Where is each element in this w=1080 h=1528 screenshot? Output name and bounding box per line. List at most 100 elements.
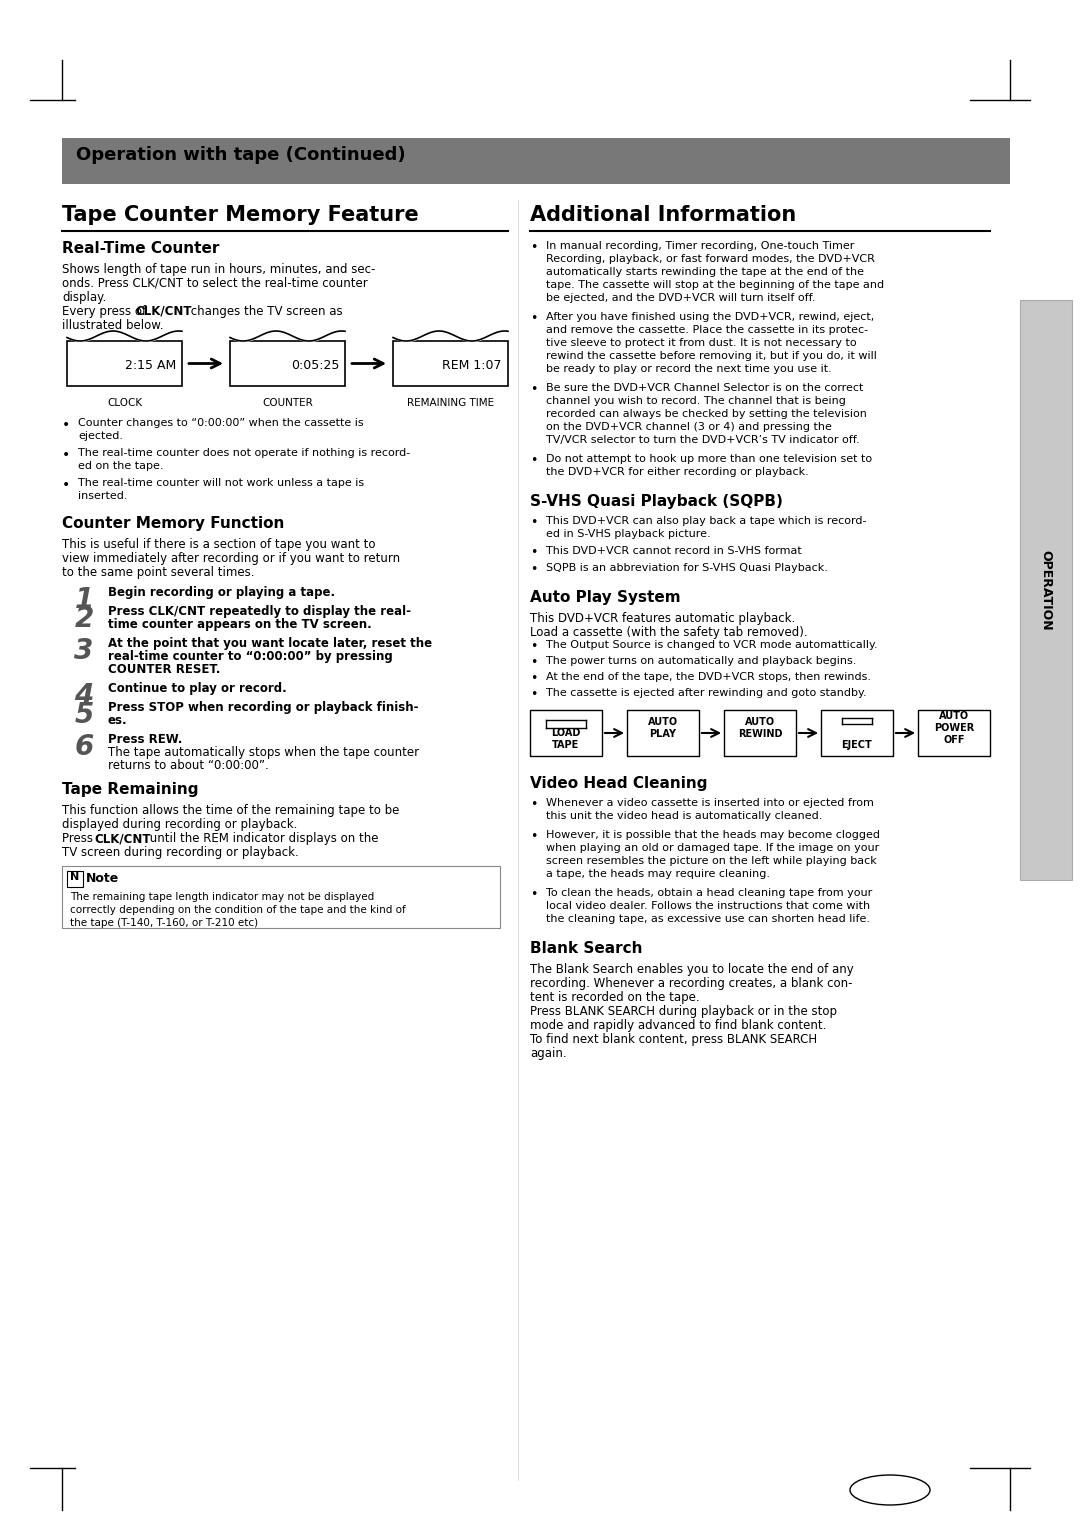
Text: when playing an old or damaged tape. If the image on your: when playing an old or damaged tape. If … <box>546 843 879 853</box>
Text: channel you wish to record. The channel that is being: channel you wish to record. The channel … <box>546 396 846 406</box>
Text: REM 1:07: REM 1:07 <box>443 359 502 373</box>
Text: Press REW.: Press REW. <box>108 733 183 746</box>
Text: COUNTER RESET.: COUNTER RESET. <box>108 663 220 675</box>
Text: In manual recording, Timer recording, One-touch Timer: In manual recording, Timer recording, On… <box>546 241 854 251</box>
Text: LOAD: LOAD <box>551 727 581 738</box>
Text: a tape, the heads may require cleaning.: a tape, the heads may require cleaning. <box>546 869 770 879</box>
Text: to the same point several times.: to the same point several times. <box>62 565 255 579</box>
Text: Note: Note <box>86 872 119 885</box>
Text: recorded can always be checked by setting the television: recorded can always be checked by settin… <box>546 410 867 419</box>
Text: the DVD+VCR for either recording or playback.: the DVD+VCR for either recording or play… <box>546 468 809 477</box>
Text: The Output Source is changed to VCR mode automattically.: The Output Source is changed to VCR mode… <box>546 640 878 649</box>
Text: correctly depending on the condition of the tape and the kind of: correctly depending on the condition of … <box>70 905 406 915</box>
Text: •: • <box>530 640 538 652</box>
Text: Be sure the DVD+VCR Channel Selector is on the correct: Be sure the DVD+VCR Channel Selector is … <box>546 384 863 393</box>
Text: 1: 1 <box>75 587 94 614</box>
Text: TAPE: TAPE <box>552 740 580 750</box>
Text: 3: 3 <box>75 637 94 665</box>
Text: Press STOP when recording or playback finish-: Press STOP when recording or playback fi… <box>108 701 419 714</box>
Text: Operation with tape (Continued): Operation with tape (Continued) <box>76 147 406 163</box>
Text: and remove the cassette. Place the cassette in its protec-: and remove the cassette. Place the casse… <box>546 325 868 335</box>
Text: •: • <box>530 241 538 254</box>
Text: ed on the tape.: ed on the tape. <box>78 461 163 471</box>
Text: REWIND: REWIND <box>738 729 782 740</box>
Text: •: • <box>530 688 538 701</box>
Text: onds. Press CLK/CNT to select the real-time counter: onds. Press CLK/CNT to select the real-t… <box>62 277 368 290</box>
Text: tent is recorded on the tape.: tent is recorded on the tape. <box>530 992 700 1004</box>
Text: Video Head Cleaning: Video Head Cleaning <box>530 776 707 792</box>
Text: 6: 6 <box>75 733 94 761</box>
Text: Shows length of tape run in hours, minutes, and sec-: Shows length of tape run in hours, minut… <box>62 263 376 277</box>
Text: This DVD+VCR cannot record in S-VHS format: This DVD+VCR cannot record in S-VHS form… <box>546 545 801 556</box>
Text: SQPB is an abbreviation for S-VHS Quasi Playback.: SQPB is an abbreviation for S-VHS Quasi … <box>546 562 828 573</box>
Text: TV screen during recording or playback.: TV screen during recording or playback. <box>62 847 299 859</box>
Text: •: • <box>62 419 70 432</box>
Text: mode and rapidly advanced to find blank content.: mode and rapidly advanced to find blank … <box>530 1019 826 1031</box>
Text: Press BLANK SEARCH during playback or in the stop: Press BLANK SEARCH during playback or in… <box>530 1005 837 1018</box>
Text: ejected.: ejected. <box>78 431 123 442</box>
Text: CLK/CNT: CLK/CNT <box>135 306 191 318</box>
Text: rewind the cassette before removing it, but if you do, it will: rewind the cassette before removing it, … <box>546 351 877 361</box>
Bar <box>67 871 83 886</box>
Text: the tape (T-140, T-160, or T-210 etc): the tape (T-140, T-160, or T-210 etc) <box>70 918 258 927</box>
Text: Tape Counter Memory Feature: Tape Counter Memory Feature <box>62 205 419 225</box>
Text: •: • <box>530 656 538 669</box>
Text: After you have finished using the DVD+VCR, rewind, eject,: After you have finished using the DVD+VC… <box>546 312 874 322</box>
Text: •: • <box>62 478 70 492</box>
Bar <box>627 711 699 756</box>
Text: until the REM indicator displays on the: until the REM indicator displays on the <box>146 833 378 845</box>
Text: Counter Memory Function: Counter Memory Function <box>62 516 284 532</box>
Text: 4: 4 <box>75 681 94 711</box>
Text: tape. The cassette will stop at the beginning of the tape and: tape. The cassette will stop at the begi… <box>546 280 885 290</box>
Text: Begin recording or playing a tape.: Begin recording or playing a tape. <box>108 587 335 599</box>
Text: Tape Remaining: Tape Remaining <box>62 782 199 798</box>
Text: COUNTER: COUNTER <box>262 397 313 408</box>
Text: •: • <box>530 384 538 396</box>
Text: Every press of: Every press of <box>62 306 150 318</box>
Text: Blank Search: Blank Search <box>530 941 643 957</box>
Text: The tape automatically stops when the tape counter: The tape automatically stops when the ta… <box>108 746 419 759</box>
Text: returns to about “0:00:00”.: returns to about “0:00:00”. <box>108 759 269 772</box>
Text: REMAINING TIME: REMAINING TIME <box>407 397 494 408</box>
Text: time counter appears on the TV screen.: time counter appears on the TV screen. <box>108 617 372 631</box>
Bar <box>393 341 508 387</box>
Text: •: • <box>530 312 538 325</box>
Text: automatically starts rewinding the tape at the end of the: automatically starts rewinding the tape … <box>546 267 864 277</box>
Text: •: • <box>530 830 538 843</box>
Text: this unit the video head is automatically cleaned.: this unit the video head is automaticall… <box>546 811 822 821</box>
Text: •: • <box>62 448 70 461</box>
Text: The power turns on automatically and playback begins.: The power turns on automatically and pla… <box>546 656 856 666</box>
Text: Recording, playback, or fast forward modes, the DVD+VCR: Recording, playback, or fast forward mod… <box>546 254 875 264</box>
Bar <box>62 866 500 927</box>
Text: the cleaning tape, as excessive use can shorten head life.: the cleaning tape, as excessive use can … <box>546 914 870 924</box>
Text: Press: Press <box>62 833 97 845</box>
Text: At the point that you want locate later, reset the: At the point that you want locate later,… <box>108 637 432 649</box>
Text: Auto Play System: Auto Play System <box>530 590 680 605</box>
Text: AUTO: AUTO <box>745 717 775 727</box>
Text: 5: 5 <box>75 701 94 729</box>
Text: TV/VCR selector to turn the DVD+VCR’s TV indicator off.: TV/VCR selector to turn the DVD+VCR’s TV… <box>546 435 860 445</box>
Text: Do not attempt to hook up more than one television set to: Do not attempt to hook up more than one … <box>546 454 873 465</box>
Text: 2: 2 <box>75 605 94 633</box>
Text: This DVD+VCR features automatic playback.: This DVD+VCR features automatic playback… <box>530 613 795 625</box>
Text: OFF: OFF <box>943 735 964 746</box>
Text: Additional Information: Additional Information <box>530 205 796 225</box>
Text: Whenever a video cassette is inserted into or ejected from: Whenever a video cassette is inserted in… <box>546 798 874 808</box>
Bar <box>230 341 345 387</box>
Text: again.: again. <box>530 1047 567 1060</box>
Text: •: • <box>530 798 538 811</box>
Text: be ready to play or record the next time you use it.: be ready to play or record the next time… <box>546 364 832 374</box>
Text: At the end of the tape, the DVD+VCR stops, then rewinds.: At the end of the tape, the DVD+VCR stop… <box>546 672 870 681</box>
Text: OPERATION: OPERATION <box>1039 550 1053 631</box>
Text: be ejected, and the DVD+VCR will turn itself off.: be ejected, and the DVD+VCR will turn it… <box>546 293 815 303</box>
Bar <box>1020 299 1072 880</box>
Text: This is useful if there is a section of tape you want to: This is useful if there is a section of … <box>62 538 376 552</box>
Text: tive sleeve to protect it from dust. It is not necessary to: tive sleeve to protect it from dust. It … <box>546 338 856 348</box>
Text: The real-time counter will not work unless a tape is: The real-time counter will not work unle… <box>78 478 364 487</box>
Text: •: • <box>530 562 538 576</box>
Text: To find next blank content, press BLANK SEARCH: To find next blank content, press BLANK … <box>530 1033 818 1047</box>
Text: view immediately after recording or if you want to return: view immediately after recording or if y… <box>62 552 400 565</box>
Text: The real-time counter does not operate if nothing is record-: The real-time counter does not operate i… <box>78 448 410 458</box>
Text: AUTO: AUTO <box>648 717 678 727</box>
Text: However, it is possible that the heads may become clogged: However, it is possible that the heads m… <box>546 830 880 840</box>
